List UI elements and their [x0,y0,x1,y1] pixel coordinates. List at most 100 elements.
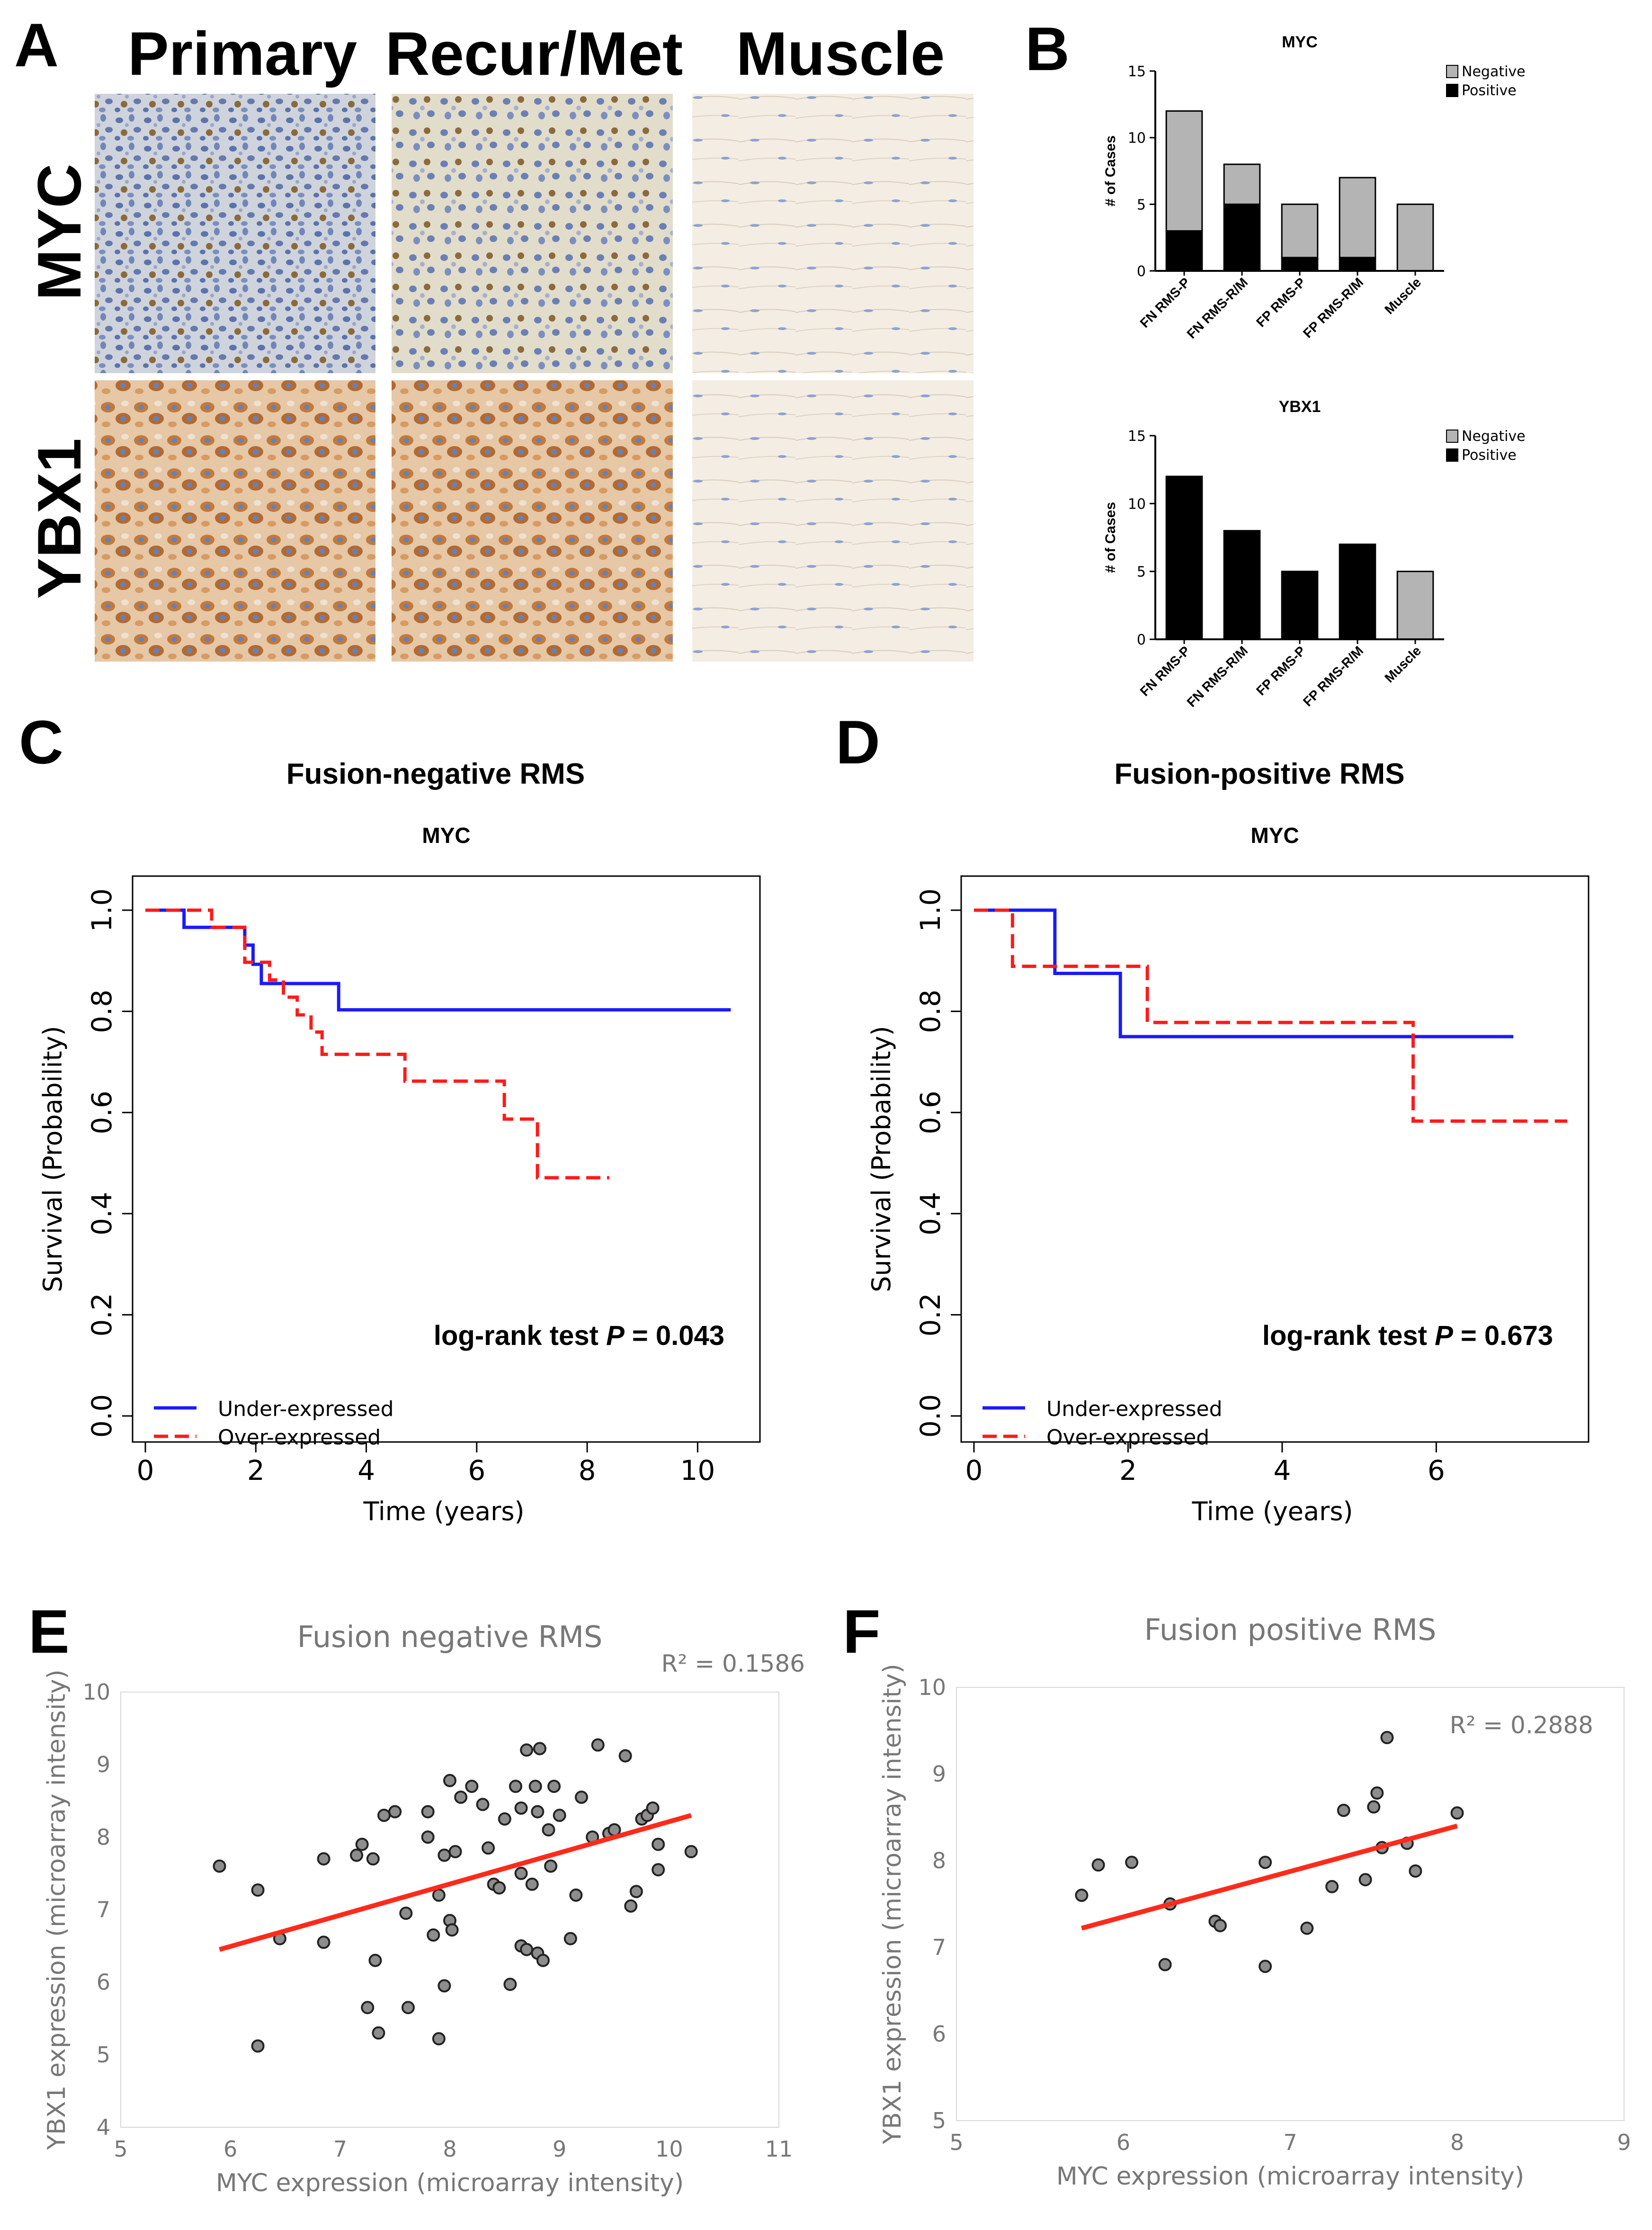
scatter-point [509,1780,522,1793]
scatter-point [1370,1786,1384,1800]
bar-positive [1223,203,1261,272]
scatter-point [350,1848,364,1862]
y-tick-label: 0.0 [86,1394,118,1438]
scatter-point [445,1923,459,1937]
scatter-point [317,1935,330,1949]
scatter-point [421,1805,435,1818]
x-tick-label: 9 [1617,2130,1631,2155]
scatter-point [421,1830,435,1844]
y-tick-label: 5 [1137,564,1146,581]
x-tick-label: 11 [765,2136,793,2162]
micrograph-myc-recur-met [392,94,673,373]
x-tick-label: 5 [949,2130,963,2155]
bar-positive [1165,475,1203,640]
trend-line [219,1813,692,1952]
panel-a-label: A [14,10,59,80]
y-tick-label: 1.0 [86,888,118,932]
y-tick-label: 10 [918,1675,946,1700]
trend-line [1081,1823,1458,1931]
scatter-point [569,1888,583,1902]
x-tick-label: 2 [1119,1454,1137,1487]
chart-title: Fusion positive RMS [1144,1612,1437,1647]
scatter-point [251,2039,265,2053]
scatter-point [652,1863,665,1877]
scatter-point [377,1809,391,1822]
y-tick-label: 7 [932,1934,946,1960]
legend-label-positive: Positive [1462,447,1517,464]
panel-e-label: E [28,1597,70,1666]
chart-title: YBX1 [1279,398,1321,416]
scatter-point [563,1932,577,1945]
ybx1-stacked-bar-chart: YBX1 # of Cases FN RMS-PFN RMS-R/M FP RMS-P… [1103,398,1526,710]
legend-swatch-positive [1446,84,1458,97]
scatter-point [432,1888,446,1902]
scatter-point [1213,1919,1227,1933]
y-tick-label: 10 [1128,130,1146,147]
x-tick-label: 8 [579,1454,596,1487]
column-header-recur-met: Recur/Met [385,19,683,88]
r-squared-label: R² = 0.2888 [1450,1711,1593,1739]
survival-curve-over-expressed [145,908,609,1180]
legend-label-positive: Positive [1462,82,1517,99]
scatter-point [438,1848,451,1862]
scatter-point [368,1953,382,1967]
y-tick-label: 10 [82,1679,110,1705]
scatter-point [1259,1960,1272,1973]
scatter-point [629,1885,643,1899]
x-tick-label: FN RMS-P [1137,643,1193,699]
scatter-point [575,1791,588,1804]
y-axis-label: Survival (Probability) [38,1026,68,1292]
row-header-myc: MYC [25,164,94,301]
x-axis-label: MYC expression (microarray intensity) [1056,2162,1524,2191]
scatter-point [427,1928,440,1942]
scatter-point [372,2026,385,2040]
scatter-point [547,1780,561,1793]
scatter-point [1409,1864,1422,1878]
bar-positive [1165,230,1203,272]
x-tick-label: FP RMS-R/M [1300,275,1366,340]
y-tick-label: 0.0 [914,1394,947,1438]
scatter-point [528,1780,542,1793]
scatter-point [317,1852,330,1866]
x-tick-label: FP RMS-P [1253,643,1308,698]
scatter-point [1325,1880,1339,1893]
scatter-point [399,1907,413,1920]
y-tick-label: 9 [932,1761,946,1787]
log-rank-annotation: log-rank test P = 0.673 [1262,1320,1553,1351]
fusion-negative-survival-chart: MYC 0 2 4 6 8 10 0.0 0.2 0.4 0.6 0.8 1.0 Time (years)… [38,823,761,1526]
scatter-point [476,1798,490,1811]
micrograph-myc-muscle [692,94,973,373]
x-axis-label: Time (years) [1191,1496,1353,1526]
scatter-point [251,1883,265,1897]
r-squared-label: R² = 0.1586 [661,1650,805,1677]
x-tick-label: 4 [357,1454,375,1487]
scatter-point [1158,1958,1172,1971]
y-tick-label: 5 [97,2042,110,2068]
legend-label-negative: Negative [1462,63,1526,80]
y-tick-label: 0.4 [914,1192,947,1236]
scatter-point [388,1805,402,1818]
y-tick-label: 0 [1137,263,1146,280]
x-tick-label: FN RMS-R/M [1184,643,1251,710]
x-tick-label: 4 [1273,1454,1291,1487]
x-tick-label: 0 [965,1454,983,1487]
scatter-point [1259,1855,1272,1869]
fusion-positive-scatter-chart: Fusion positive RMS R² = 0.2888 5 6 7 8 9 5 6 7 8 9… [878,1612,1631,2191]
panel-b-label: B [1025,14,1070,83]
scatter-point [361,2001,375,2015]
panel-c-heading: Fusion-negative RMS [286,758,585,790]
legend-label-under-expressed: Under-expressed [1046,1397,1223,1421]
scatter-point [498,1812,511,1826]
x-tick-label: 8 [443,2136,456,2162]
scatter-point [520,1943,534,1956]
chart-title: MYC [1282,33,1318,51]
legend-swatch-positive [1446,448,1458,462]
y-tick-label: 6 [932,2021,946,2047]
y-tick-label: 8 [97,1824,110,1850]
scatter-point [652,1837,665,1851]
scatter-point [1075,1889,1089,1902]
y-tick-label: 4 [97,2114,110,2140]
survival-curve-over-expressed [974,908,1567,1123]
x-tick-label: 9 [553,2136,566,2162]
